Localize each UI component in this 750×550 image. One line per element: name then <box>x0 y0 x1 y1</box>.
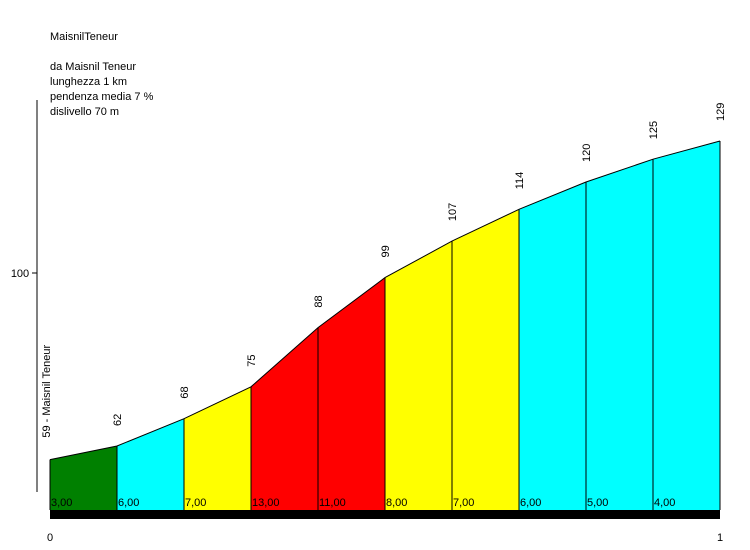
elevation-label: 62 <box>112 414 124 426</box>
elevation-label: 88 <box>313 295 325 307</box>
profile-segment <box>385 241 452 510</box>
climb-length: lunghezza 1 km <box>50 76 128 88</box>
gradient-label: 7,00 <box>185 497 206 509</box>
profile-segment <box>184 386 251 510</box>
x-tick-label: 1 <box>717 532 723 544</box>
elevation-label: 120 <box>581 144 593 162</box>
y-tick-label: 100 <box>11 268 29 280</box>
distance-bar <box>50 510 720 519</box>
gradient-label: 4,00 <box>654 497 675 509</box>
elevation-label: 125 <box>648 121 660 139</box>
gradient-label: 11,00 <box>319 497 346 509</box>
gradient-label: 6,00 <box>118 497 139 509</box>
profile-segment <box>519 182 586 510</box>
profile-line <box>49 140 721 461</box>
start-label: 59 - Maisnil Teneur <box>41 345 53 438</box>
gradient-label: 6,00 <box>520 497 541 509</box>
x-tick-label: 0 <box>47 532 53 544</box>
profile-segment <box>117 418 184 510</box>
elevation-label: 107 <box>447 203 459 221</box>
gradient-label: 13,00 <box>252 497 280 509</box>
climb-name: MaisnilTeneur <box>50 31 118 43</box>
profile-segment <box>50 446 117 510</box>
start-location: da Maisnil Teneur <box>50 61 137 73</box>
profile-segment <box>251 327 318 510</box>
profile-segment <box>653 141 720 510</box>
gradient-label: 3,00 <box>51 497 72 509</box>
elevation-label: 129 <box>715 103 727 121</box>
profile-segment <box>586 159 653 510</box>
gradient-label: 7,00 <box>453 497 474 509</box>
profile-segment <box>452 209 519 511</box>
gradient-label: 5,00 <box>587 497 608 509</box>
profile-segment <box>318 277 385 510</box>
gradient-label: 8,00 <box>386 497 407 509</box>
elevation-label: 99 <box>380 245 392 257</box>
elevation-label: 68 <box>179 386 191 398</box>
elevation-label: 114 <box>514 172 526 190</box>
elevation-gain: dislivello 70 m <box>50 106 120 118</box>
average-gradient: pendenza media 7 % <box>50 91 154 103</box>
elevation-label: 75 <box>246 355 258 367</box>
